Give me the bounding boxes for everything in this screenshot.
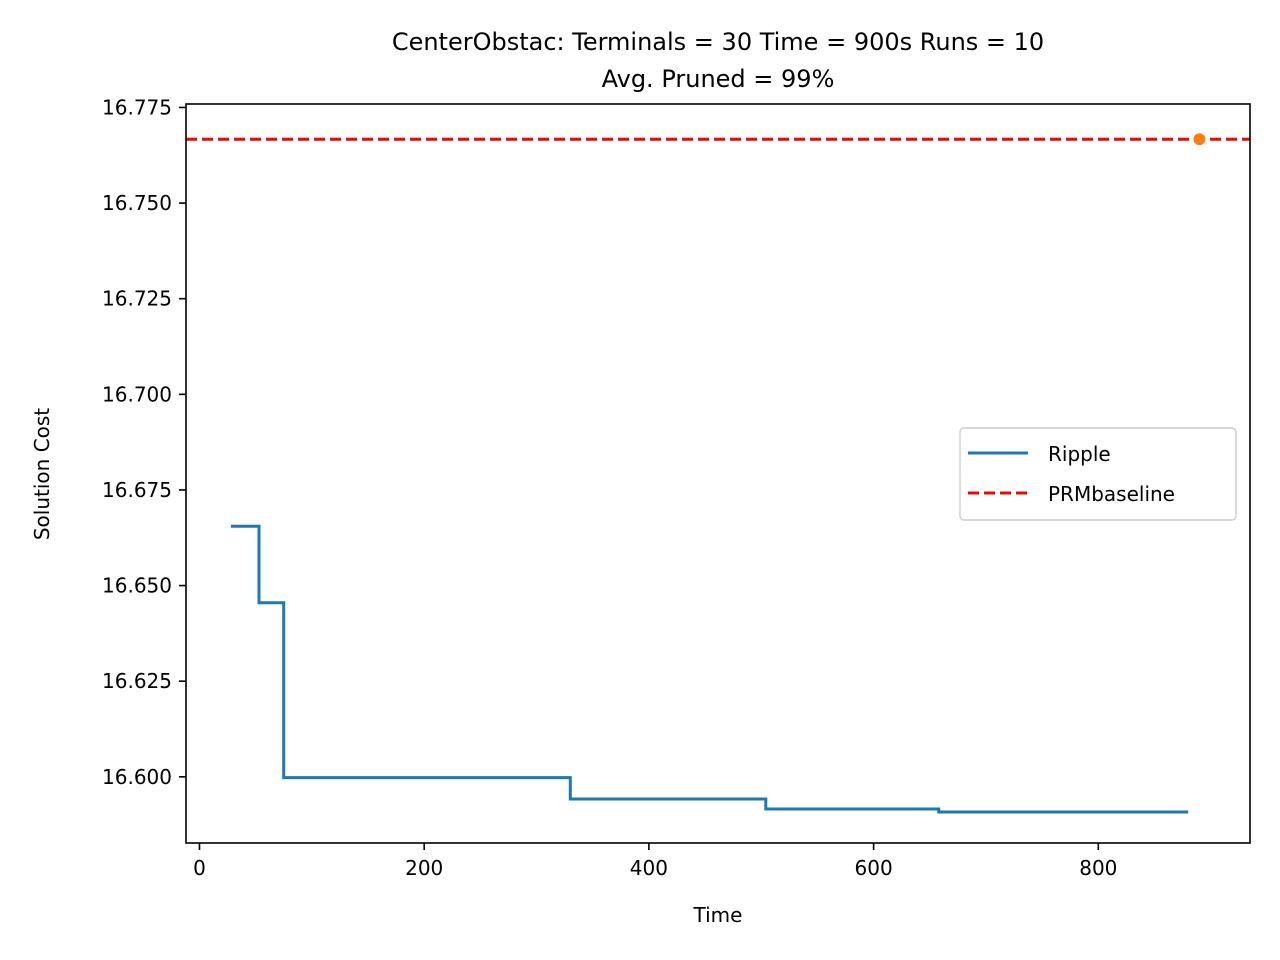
data-point-marker <box>1193 133 1206 146</box>
x-tick-label: 0 <box>193 856 206 880</box>
x-tick-label: 200 <box>405 856 443 880</box>
y-axis: 16.600 16.625 16.650 16.675 16.700 16.725 16.7… <box>102 95 186 789</box>
x-tick-label: 800 <box>1079 856 1117 880</box>
x-axis-label: Time <box>693 903 743 927</box>
y-tick-label: 16.775 <box>102 95 172 119</box>
x-axis: 0 200 400 600 800 <box>193 843 1117 880</box>
plot-frame <box>185 103 1251 844</box>
series-line-ripple <box>230 524 1189 814</box>
y-axis-label: Solution Cost <box>30 408 54 540</box>
legend-box <box>959 427 1237 521</box>
y-tick-label: 16.650 <box>102 574 172 598</box>
y-tick-label: 16.625 <box>102 669 172 693</box>
legend-label-prmbaseline: PRMbaseline <box>1048 482 1175 506</box>
y-tick-label: 16.675 <box>102 478 172 502</box>
chart-title-line2: Avg. Pruned = 99% <box>602 65 835 93</box>
y-tick-label: 16.600 <box>102 765 172 789</box>
y-tick-label: 16.725 <box>102 287 172 311</box>
y-tick-label: 16.750 <box>102 191 172 215</box>
y-tick-label: 16.700 <box>102 382 172 406</box>
legend-label-ripple: Ripple <box>1048 442 1111 466</box>
legend: Ripple PRMbaseline <box>959 427 1237 521</box>
x-tick-label: 400 <box>630 856 668 880</box>
x-tick-label: 600 <box>855 856 893 880</box>
chart-title-line1: CenterObstac: Terminals = 30 Time = 900s… <box>392 28 1044 56</box>
plot-content <box>186 133 1250 814</box>
